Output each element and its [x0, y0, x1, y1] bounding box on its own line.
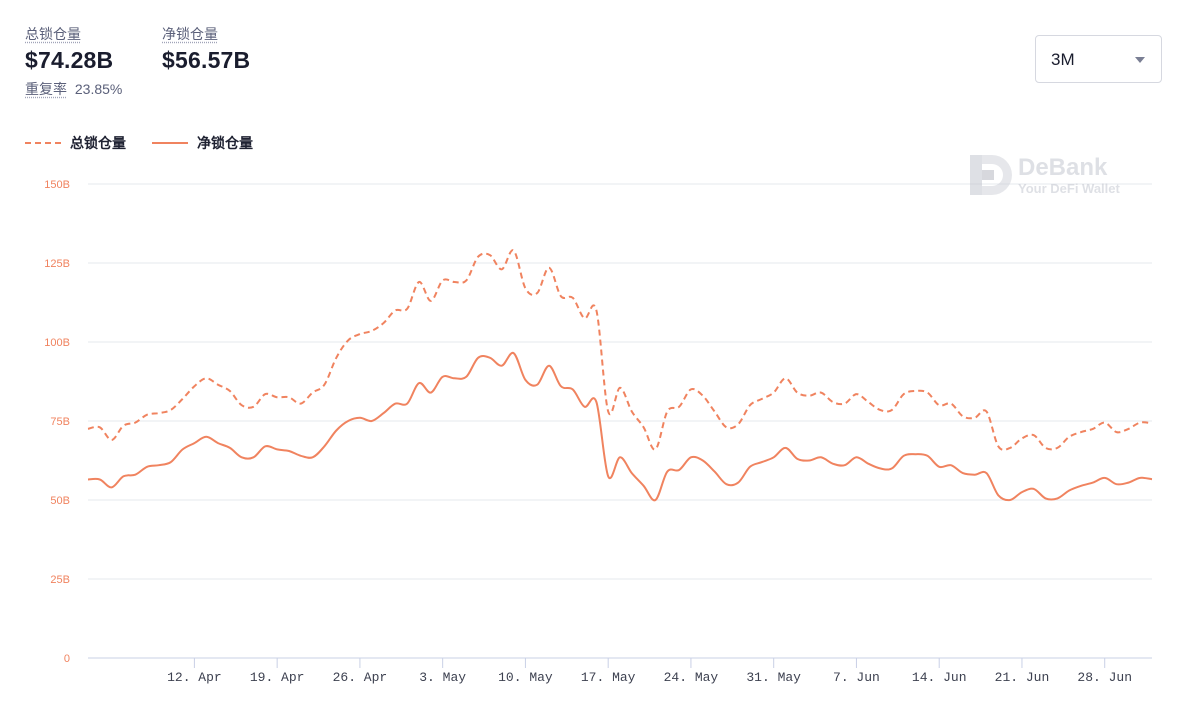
x-tick-label: 14. Jun — [912, 670, 967, 685]
x-tick-label: 19. Apr — [250, 670, 305, 685]
y-tick-label: 100B — [44, 337, 70, 349]
y-tick-label: 0 — [64, 653, 70, 665]
y-tick-label: 50B — [50, 495, 70, 507]
chevron-down-icon — [1135, 57, 1145, 63]
legend-label-net-tvl: 净锁仓量 — [197, 135, 253, 151]
watermark-tagline: Your DeFi Wallet — [1018, 180, 1120, 196]
debank-logo-icon — [970, 155, 1012, 195]
grid-lines — [88, 183, 1152, 580]
repeat-rate-stat: 重复率 23.85% — [25, 79, 122, 99]
time-range-value: 3M — [1051, 50, 1075, 69]
solid-line-icon — [152, 142, 188, 144]
repeat-rate-value: 23.85% — [74, 81, 123, 97]
net-tvl-stat: 净锁仓量 $56.57B — [162, 24, 250, 74]
x-tick-label: 10. May — [498, 670, 553, 685]
x-tick-label: 24. May — [664, 670, 719, 685]
debank-watermark: DeBank Your DeFi Wallet — [968, 153, 1120, 197]
y-tick-label: 150B — [44, 179, 70, 191]
x-tick-label: 17. May — [581, 670, 636, 685]
time-range-select[interactable]: 3M — [1035, 35, 1162, 83]
chart-legend: 总锁仓量 净锁仓量 — [25, 133, 253, 153]
dashed-line-icon — [25, 142, 61, 144]
y-tick-label: 125B — [44, 258, 70, 270]
x-axis-ticks: 12. Apr 19. Apr 26. Apr 3. May 10. May 17. Ma… — [167, 670, 1132, 685]
watermark-brand: DeBank — [1018, 153, 1108, 181]
x-tick-label: 31. May — [746, 670, 801, 685]
x-tick-label: 26. Apr — [333, 670, 388, 685]
y-axis-ticks: 0 25B 50B 75B 100B 125B 150B — [44, 179, 70, 665]
repeat-rate-label[interactable]: 重复率 — [25, 81, 67, 97]
net-tvl-label[interactable]: 净锁仓量 — [162, 26, 218, 42]
y-tick-label: 25B — [50, 574, 70, 586]
x-tick-label: 3. May — [419, 670, 466, 685]
x-tick-label: 21. Jun — [995, 670, 1050, 685]
legend-label-total-tvl: 总锁仓量 — [70, 135, 126, 151]
x-tick-label: 12. Apr — [167, 670, 222, 685]
total-tvl-label[interactable]: 总锁仓量 — [25, 26, 81, 42]
legend-item-net-tvl[interactable]: 净锁仓量 — [152, 133, 253, 153]
series-line-total-tvl[interactable] — [87, 249, 1153, 451]
net-tvl-value: $56.57B — [162, 47, 251, 73]
y-tick-label: 75B — [50, 416, 70, 428]
total-tvl-value: $74.28B — [25, 47, 114, 73]
x-tick-label: 7. Jun — [833, 670, 880, 685]
legend-item-total-tvl[interactable]: 总锁仓量 — [25, 133, 126, 153]
x-tick-label: 28. Jun — [1077, 670, 1132, 685]
series-line-net-tvl[interactable] — [87, 351, 1153, 502]
x-axis — [88, 657, 1152, 668]
series-lines — [87, 249, 1153, 502]
total-tvl-stat: 总锁仓量 $74.28B — [25, 24, 113, 74]
